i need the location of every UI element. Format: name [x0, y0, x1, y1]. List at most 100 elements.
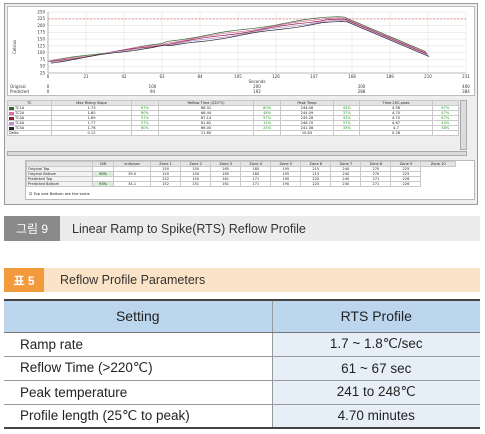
x-tick-label: 21	[83, 74, 89, 79]
zone-settings-table: CMI units/sec Zone 1 Zone 2 Zone 3 Zone 4 Zone…	[26, 161, 456, 187]
x-tick-label: 189	[386, 74, 394, 79]
same-top-bottom-checkbox[interactable]: ☑ Top and Bottom are the same	[29, 191, 90, 196]
series-color-swatch	[9, 111, 14, 115]
y-tick-label: 175	[37, 30, 45, 35]
reflow-parameters-table: Setting RTS Profile Ramp rate 1.7 ~ 1.8℃…	[4, 299, 480, 429]
results-horizontal-scrollbar[interactable]	[7, 151, 467, 156]
x-axis-label: Seconds	[249, 79, 266, 84]
figure-caption: 그림 9 Linear Ramp to Spike(RTS) Reflow Pr…	[4, 216, 480, 241]
profile-screenshot: 250 225 200 175 150 125 100 75 50 25 0 21 42 63 84 105 1…	[4, 3, 478, 205]
thermocouple-table-header: TC Max Rising Slope Reflow Time (220°C) Pea…	[7, 100, 460, 106]
table-row: Predicted Bottom 93% 34.1 152 151 161 171 190 22…	[26, 181, 456, 187]
predicted-value: 288	[358, 89, 366, 94]
results-cell	[333, 130, 361, 136]
original-value: 0	[47, 84, 50, 89]
x-tick-label: 231	[462, 74, 470, 79]
original-value: 200	[253, 84, 261, 89]
thermocouple-name: Delta	[7, 130, 52, 136]
value-cell: 241 to 248℃	[271, 380, 480, 405]
y-tick-label: 50	[40, 64, 46, 69]
y-tick-label: 75	[40, 57, 46, 62]
figure-title: Linear Ramp to Spike(RTS) Reflow Profile	[72, 221, 306, 236]
results-vertical-scrollbar[interactable]	[460, 100, 467, 150]
y-tick-label: 250	[37, 9, 45, 14]
zone-value-cell[interactable]: 152	[150, 181, 182, 187]
original-value: 400	[462, 84, 470, 89]
y-axis-label: Celsius	[12, 40, 17, 54]
zone-value-cell: 34.1	[113, 181, 152, 187]
x-tick-label: 168	[348, 74, 356, 79]
zone-value-cell[interactable]: 190	[270, 181, 302, 187]
original-value: 300	[358, 84, 366, 89]
predicted-row-label: Predicted	[10, 89, 29, 94]
results-cell: 11.60	[157, 130, 255, 136]
zone-value-cell[interactable]: 226	[390, 181, 422, 187]
predicted-value: 192	[253, 89, 261, 94]
table-number: 표 5	[4, 268, 44, 292]
x-tick-label: 63	[159, 74, 165, 79]
x-tick-label: 84	[197, 74, 203, 79]
predicted-value: 384	[462, 89, 470, 94]
original-value: 100	[149, 84, 157, 89]
thermocouple-curve	[50, 19, 429, 63]
x-tick-label: 105	[234, 74, 242, 79]
value-cell: 1.7 ~ 1.8℃/sec	[271, 332, 480, 357]
table-row: Ramp rate 1.7 ~ 1.8℃/sec	[4, 332, 480, 357]
y-tick-label: 150	[37, 37, 45, 42]
series-color-swatch	[9, 121, 14, 125]
setting-cell: Reflow Time (>220℃)	[4, 356, 272, 381]
setting-cell: Profile length (25℃ to peak)	[4, 404, 272, 429]
zone-row-label: Predicted Bottom	[26, 181, 93, 187]
x-tick-label: 126	[272, 74, 280, 79]
original-row-label: Original	[10, 84, 26, 89]
results-cell: 0.28	[359, 130, 433, 136]
zone-value-cell[interactable]: 151	[180, 181, 212, 187]
setting-cell: Ramp rate	[4, 332, 272, 357]
y-tick-label: 225	[37, 16, 45, 21]
series-color-swatch	[9, 126, 14, 130]
zone-settings-panel: CMI units/sec Zone 1 Zone 2 Zone 3 Zone 4 Zone…	[25, 160, 475, 200]
y-tick-label: 100	[37, 50, 45, 55]
zone-value-cell[interactable]: 171	[240, 181, 272, 187]
results-cell	[431, 130, 460, 136]
zone-value-cell[interactable]: 271	[360, 181, 392, 187]
value-cell: 4.70 minutes	[271, 404, 480, 429]
x-tick-label: 0	[47, 74, 50, 79]
table-caption: 표 5 Reflow Profile Parameters	[4, 268, 480, 292]
thermocouple-curve	[51, 21, 430, 64]
table-row[interactable]: Delta 0.12 11.60 10.63 0.28	[7, 130, 460, 136]
series-color-swatch	[9, 116, 14, 120]
figure-number: 그림 9	[4, 216, 60, 241]
series-color-swatch	[9, 106, 14, 110]
y-tick-label: 25	[40, 70, 46, 75]
table-title: Reflow Profile Parameters	[60, 273, 206, 287]
x-tick-label: 147	[310, 74, 318, 79]
y-tick-label: 200	[37, 23, 45, 28]
rts-profile-column-header: RTS Profile	[271, 299, 480, 333]
table-header-row: Setting RTS Profile	[4, 299, 480, 333]
table-row: Peak temperature 241 to 248℃	[4, 380, 480, 405]
x-tick-label: 210	[424, 74, 432, 79]
zone-column-header: Zone 10	[420, 161, 456, 167]
setting-cell: Peak temperature	[4, 380, 272, 405]
results-cell	[131, 130, 159, 136]
checkbox-label: Top and Bottom are the same	[33, 191, 90, 196]
results-cell: 10.63	[279, 130, 335, 136]
zone-value-cell[interactable]: 161	[210, 181, 242, 187]
y-tick-label: 125	[37, 43, 45, 48]
zone-value-cell[interactable]: 240	[330, 181, 362, 187]
table-row: Profile length (25℃ to peak) 4.70 minute…	[4, 404, 480, 429]
results-cell: 0.12	[50, 130, 133, 136]
x-tick-label: 42	[121, 74, 127, 79]
predicted-value: 0	[47, 89, 50, 94]
table-row: Reflow Time (>220℃) 61 ~ 67 sec	[4, 356, 480, 381]
zone-value-cell[interactable]: 220	[300, 181, 332, 187]
zone-value-cell: 93%	[91, 181, 115, 187]
value-cell: 61 ~ 67 sec	[271, 356, 480, 381]
checkbox-mark-icon[interactable]: ☑	[29, 191, 33, 196]
results-cell	[253, 130, 281, 136]
predicted-value: 94	[150, 89, 156, 94]
setting-column-header: Setting	[4, 299, 272, 333]
thermocouple-results-table: TC Max Rising Slope Reflow Time (220°C) Pea…	[7, 100, 460, 136]
